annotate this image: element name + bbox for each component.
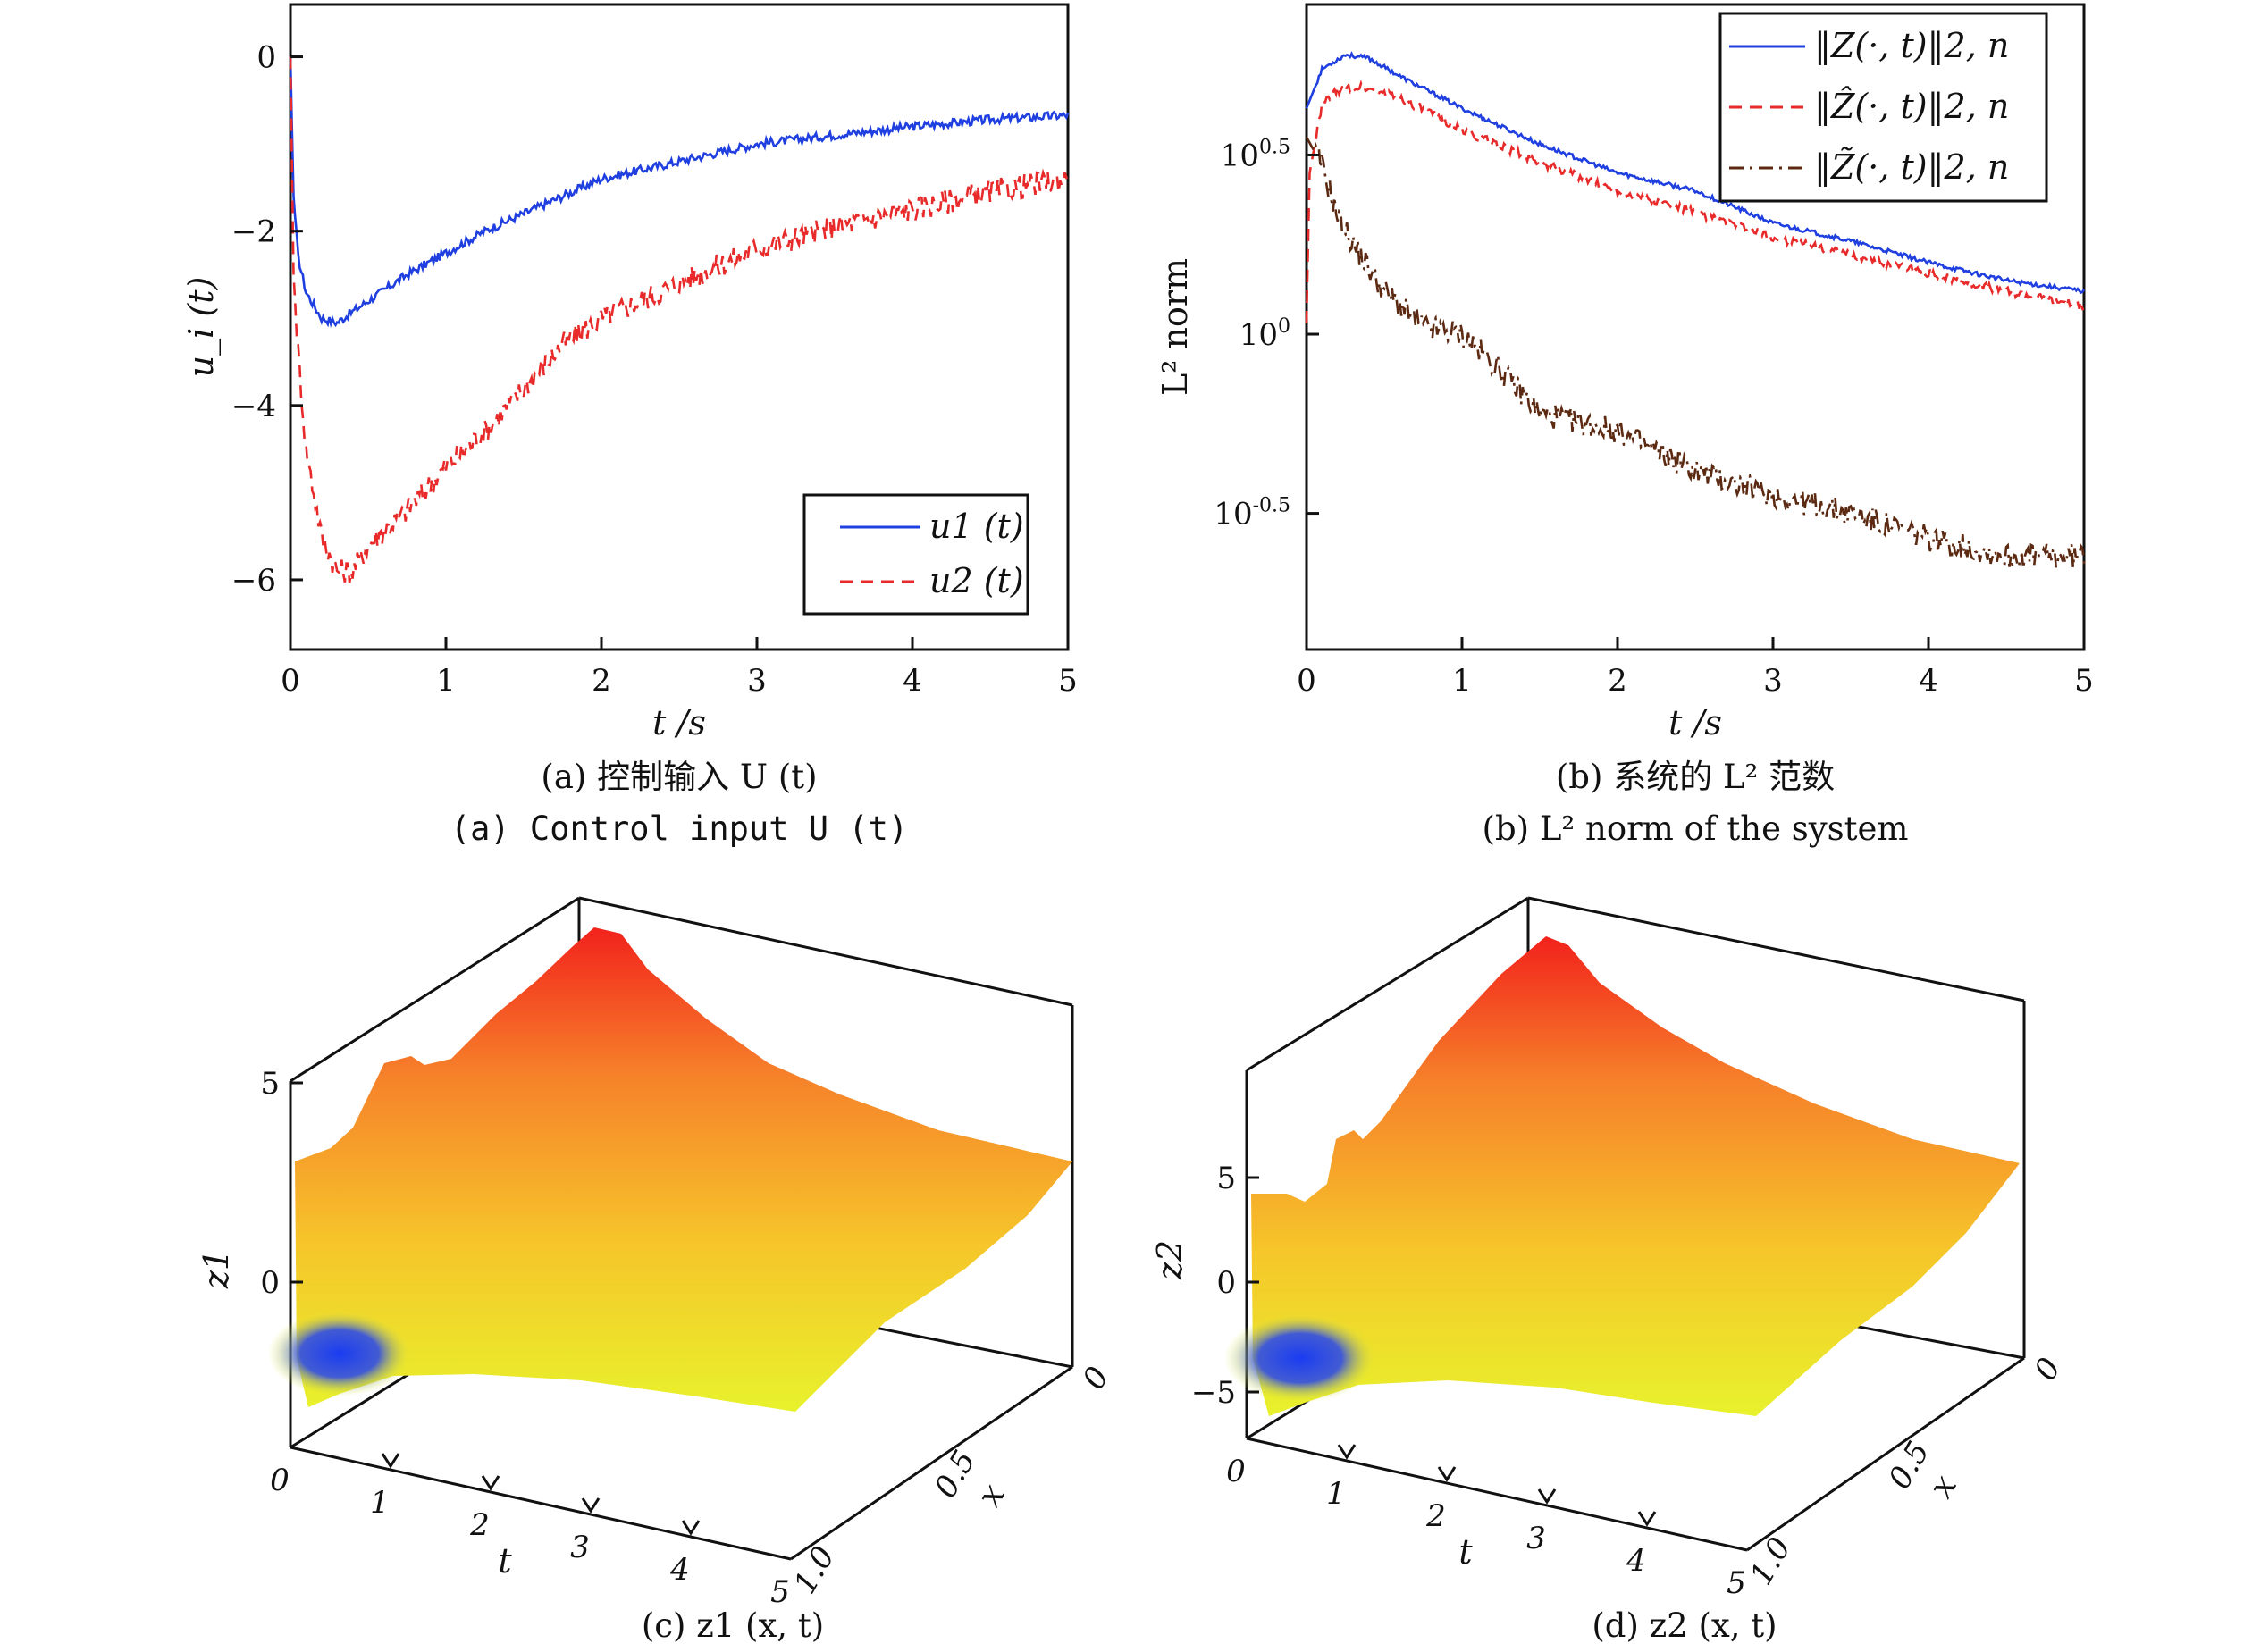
z-tick-label: 5 (260, 1066, 280, 1102)
t-tick-label: 0 (270, 1463, 290, 1498)
series-u1-line (289, 56, 1070, 329)
panel-a-caption-en: (a) Control input U (t) (450, 809, 908, 848)
x-tick-label: 2 (592, 663, 611, 699)
panel-c-low-region (268, 1311, 411, 1396)
x-tick-label: 0 (2028, 1352, 2068, 1387)
t-tick-label: 1 (370, 1485, 390, 1521)
legend-zhat-label: ‖Ẑ(·, t)‖2, n (1814, 87, 2009, 126)
z-tick-label: 5 (1216, 1161, 1236, 1196)
t-tick-label: 5 (1727, 1565, 1746, 1601)
panel-a-ylabel: u_i (t) (181, 277, 222, 378)
z-tick-label: −5 (1191, 1375, 1236, 1411)
t-tick-label: 2 (1425, 1498, 1446, 1534)
panel-c-caption: (c) z1 (x, t) (642, 1606, 824, 1645)
t-tick-mark (1537, 1488, 1557, 1505)
panel-b-ylabel: L² norm (1155, 258, 1195, 396)
x-tick-label: 1.0 (1744, 1531, 1799, 1591)
panel-a-control-input: 0 1 2 3 4 5 0 −2 −4 −6 u_i (t) t /s u1 (t) u2 (t)… (181, 3, 1078, 848)
t-tick-label: 2 (469, 1507, 490, 1543)
t-tick-mark (481, 1475, 500, 1491)
series-z-norm-line (1305, 51, 2086, 295)
panel-c-surface (295, 927, 1072, 1412)
x-tick-label: 0 (281, 663, 300, 699)
y-tick-label: 100 (1239, 315, 1290, 353)
x-tick-label: 3 (1763, 663, 1783, 699)
x-tick-label: 4 (903, 663, 922, 699)
t-tick-mark (1437, 1466, 1457, 1482)
y-tick-label: 10-0.5 (1214, 495, 1290, 532)
x-tick-label: 1.0 (787, 1540, 843, 1600)
legend-z-label: ‖Z(·, t)‖2, n (1814, 26, 2009, 65)
z-tick-label: 0 (260, 1265, 280, 1301)
panel-b-axes-frame (1305, 3, 2086, 651)
y-tick-label: 100.5 (1221, 136, 1290, 173)
panel-d-tlabel: t (1458, 1532, 1473, 1572)
panel-d-caption: (d) z2 (x, t) (1592, 1606, 1777, 1645)
t-tick-mark (681, 1520, 701, 1536)
y-tick-label: −6 (231, 563, 276, 599)
t-tick-mark (1337, 1444, 1357, 1460)
t-tick-label: 0 (1226, 1454, 1246, 1489)
x-tick-label: 3 (747, 663, 767, 699)
panel-d-low-region (1224, 1313, 1376, 1403)
panel-c-tlabel: t (498, 1541, 512, 1581)
t-tick-label: 5 (770, 1574, 790, 1610)
t-tick-mark (1637, 1511, 1657, 1527)
panel-b-l2-norm: 0 1 2 3 4 5 100.5 100 10-0.5 L² norm t /s ‖Z(·, … (1155, 3, 2094, 848)
t-tick-label: 3 (570, 1530, 590, 1565)
panel-a-legend: u1 (t) u2 (t) (802, 493, 1029, 616)
y-tick-label: −2 (231, 214, 276, 250)
panel-a-caption-cn: (a) 控制输入 U (t) (541, 758, 817, 796)
x-tick-label: 0 (1297, 663, 1316, 699)
panel-d-xlabel: x (1920, 1468, 1964, 1505)
x-tick-label: 1 (1452, 663, 1472, 699)
panel-b-xlabel: t /s (1668, 703, 1722, 742)
panel-c-zlabel: z1 (197, 1249, 236, 1289)
x-tick-label: 5 (2074, 663, 2094, 699)
x-tick-label: 0 (1076, 1361, 1116, 1396)
legend-ztilde-label: ‖Z̃(·, t)‖2, n (1814, 147, 2009, 187)
panel-b-caption-en: (b) L² norm of the system (1483, 809, 1909, 848)
t-tick-label: 3 (1526, 1521, 1546, 1556)
y-tick-label: 0 (256, 40, 276, 76)
panel-a-axes-frame (289, 3, 1070, 651)
t-tick-label: 1 (1326, 1476, 1346, 1512)
t-tick-mark (381, 1453, 400, 1469)
series-u2-line (289, 56, 1070, 583)
legend-u2-label: u2 (t) (929, 561, 1024, 600)
legend-u1-label: u1 (t) (929, 507, 1024, 546)
series-ztilde-norm-line (1305, 136, 2086, 572)
t-tick-label: 4 (1626, 1543, 1646, 1579)
panel-c-xlabel: x (969, 1477, 1013, 1514)
z-tick-label: 0 (1216, 1265, 1236, 1301)
panel-a-xlabel: t /s (652, 703, 706, 742)
panel-d-surface (1251, 936, 2020, 1416)
t-tick-label: 4 (669, 1552, 690, 1588)
panel-b-legend: ‖Z(·, t)‖2, n ‖Ẑ(·, t)‖2, n ‖Z̃(·, t)‖2,… (1718, 12, 2048, 203)
x-tick-label: 5 (1058, 663, 1078, 699)
x-tick-label: 4 (1919, 663, 1938, 699)
panel-d-zlabel: z2 (1150, 1240, 1189, 1280)
t-tick-mark (581, 1497, 601, 1514)
series-zhat-norm-line (1305, 79, 2085, 324)
y-tick-label: −4 (231, 389, 276, 424)
panel-b-caption-cn: (b) 系统的 L² 范数 (1556, 758, 1835, 796)
x-tick-label: 1 (436, 663, 456, 699)
x-tick-label: 2 (1608, 663, 1627, 699)
